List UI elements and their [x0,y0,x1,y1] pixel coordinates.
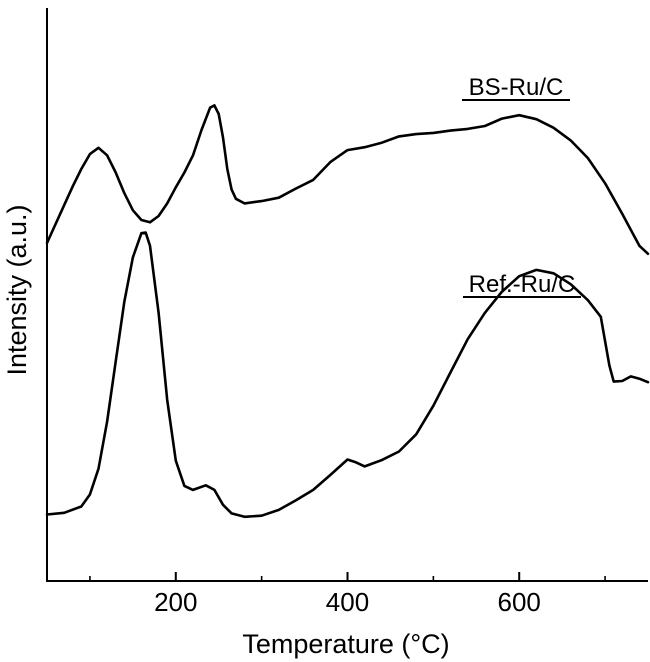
series-label-bs-ru-c: BS-Ru/C [462,74,570,101]
series-layer [45,104,650,519]
x-tick-label: 600 [498,587,541,617]
axes-layer: 200 400 600 [46,8,648,617]
y-axis-title: Intensity (a.u.) [2,204,32,375]
series-line-1 [45,231,650,519]
x-tick-label: 200 [154,587,197,617]
series-label-ref-ru-c: Ref.-Ru/C [463,271,581,298]
x-tick-label: 400 [326,587,369,617]
series-label-text: Ref.-Ru/C [469,271,576,298]
series-label-text: BS-Ru/C [469,74,564,101]
x-axis-title: Temperature (°C) [242,629,449,659]
series-line-0 [45,104,650,256]
